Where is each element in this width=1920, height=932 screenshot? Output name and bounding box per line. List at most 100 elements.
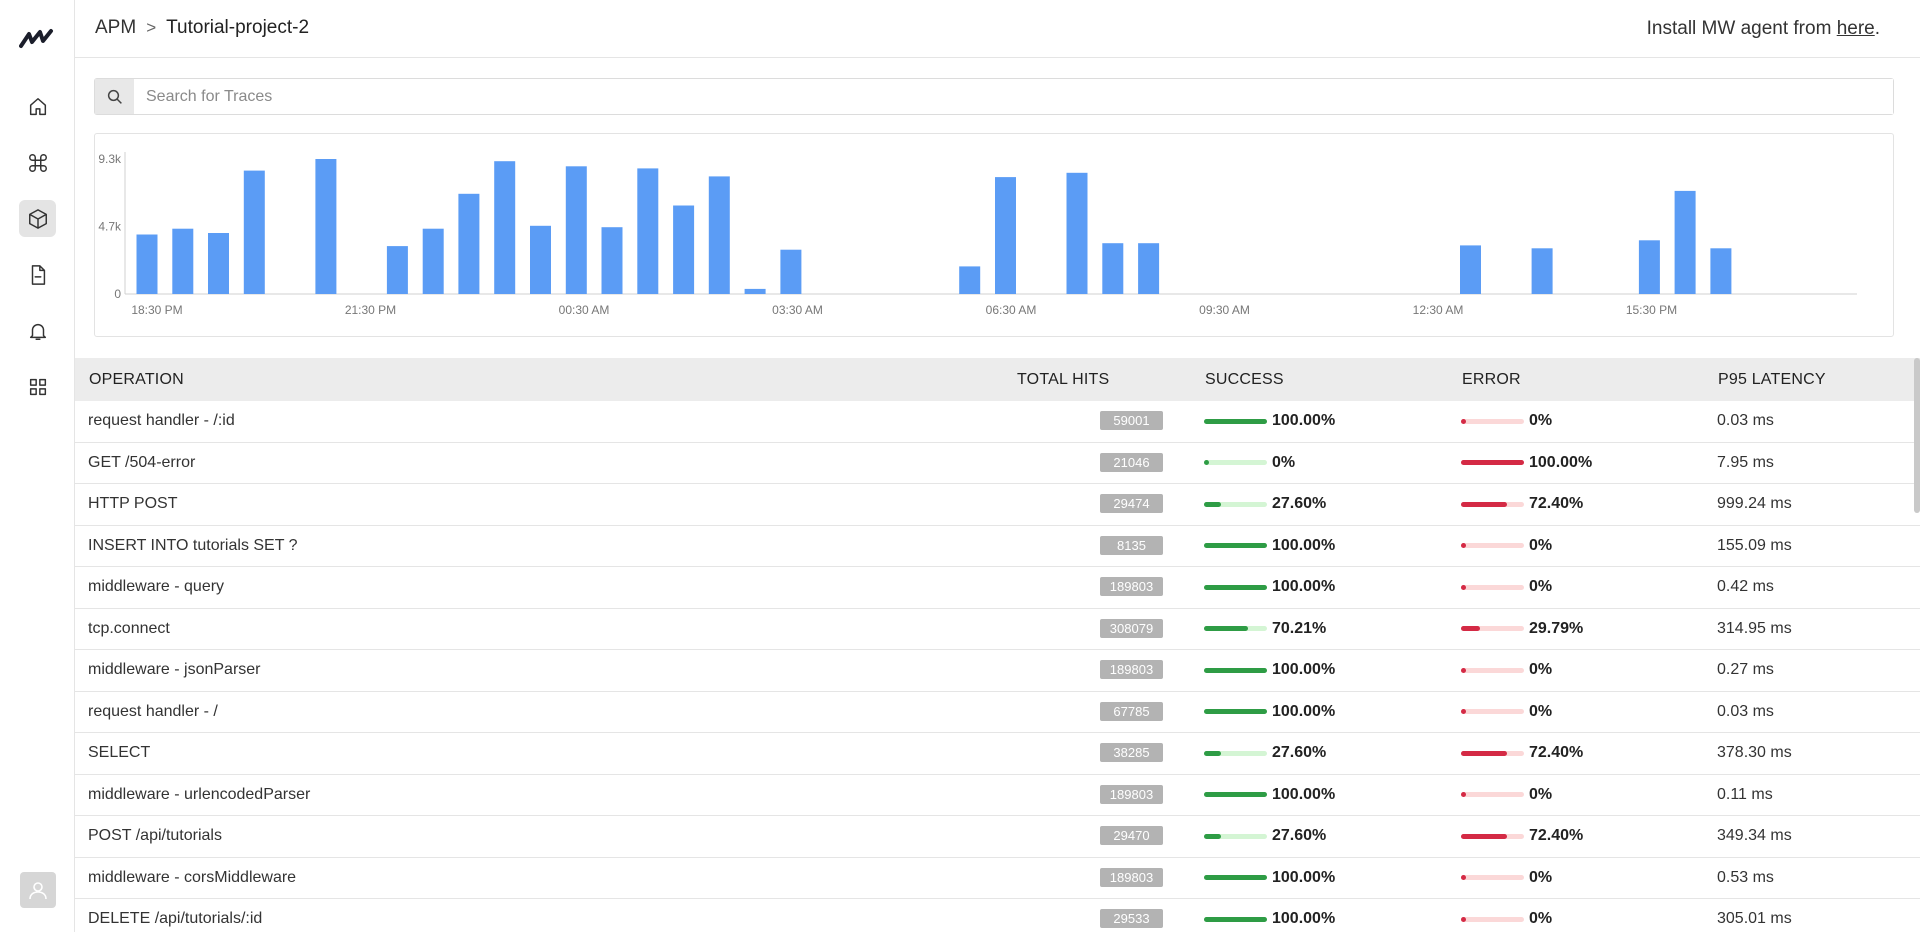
table-row[interactable]: middleware - urlencodedParser 189803 100… bbox=[75, 775, 1920, 816]
table-row[interactable]: request handler - / 67785 100.00% 0% 0.0… bbox=[75, 692, 1920, 733]
chart-bar[interactable] bbox=[315, 159, 337, 294]
middleware-logo[interactable] bbox=[19, 26, 57, 50]
table-row[interactable]: POST /api/tutorials 29470 27.60% 72.40% … bbox=[75, 816, 1920, 858]
operation-name[interactable]: middleware - urlencodedParser bbox=[88, 785, 311, 803]
error-bar-fill bbox=[1461, 833, 1507, 839]
chart-bar[interactable] bbox=[959, 266, 981, 294]
chart-bar[interactable] bbox=[1710, 248, 1732, 294]
success-cell: 27.60% bbox=[1204, 495, 1326, 513]
chart-bar[interactable] bbox=[1460, 245, 1481, 294]
cube-icon bbox=[28, 208, 47, 229]
operation-name[interactable]: DELETE /api/tutorials/:id bbox=[88, 910, 263, 928]
operation-name[interactable]: middleware - query bbox=[88, 578, 225, 596]
operation-name[interactable]: INSERT INTO tutorials SET ? bbox=[88, 536, 298, 554]
table-row[interactable]: DELETE /api/tutorials/:id 29533 100.00% … bbox=[75, 899, 1920, 932]
x-tick-label: 15:30 PM bbox=[1626, 303, 1677, 317]
chart-bar[interactable] bbox=[601, 227, 623, 294]
success-cell: 100.00% bbox=[1204, 537, 1335, 555]
chart-bar[interactable] bbox=[708, 176, 730, 294]
chart-bar[interactable] bbox=[1638, 240, 1660, 294]
operation-name[interactable]: POST /api/tutorials bbox=[88, 827, 222, 845]
chart-bar[interactable] bbox=[172, 228, 194, 294]
success-cell: 100.00% bbox=[1204, 910, 1335, 928]
error-bar-fill bbox=[1461, 460, 1524, 466]
breadcrumb-root[interactable]: APM bbox=[95, 17, 137, 38]
table-row[interactable]: SELECT 38285 27.60% 72.40% 378.30 ms bbox=[75, 733, 1920, 775]
chart-bar[interactable] bbox=[1102, 243, 1124, 294]
chart-bar[interactable] bbox=[386, 246, 408, 294]
traces-chart-svg: 9.3k 4.7k 0 18:30 PM 21:30 PM 00:30 AM 03:30 A… bbox=[98, 152, 1857, 317]
error-cell: 29.79% bbox=[1461, 620, 1583, 638]
nav-apm[interactable] bbox=[19, 200, 56, 237]
chart-bar[interactable] bbox=[673, 205, 695, 295]
error-bar-fill bbox=[1461, 875, 1466, 881]
x-tick-label: 09:30 AM bbox=[1199, 303, 1250, 317]
nav-dashboards[interactable] bbox=[19, 368, 56, 405]
nav-home[interactable] bbox=[19, 88, 56, 125]
x-tick-label: 06:30 AM bbox=[986, 303, 1037, 317]
operation-name[interactable]: middleware - jsonParser bbox=[88, 661, 261, 679]
header-operation[interactable]: OPERATION bbox=[89, 370, 184, 388]
header-error[interactable]: ERROR bbox=[1462, 370, 1521, 388]
table-row[interactable]: middleware - corsMiddleware 189803 100.0… bbox=[75, 858, 1920, 899]
chart-bar[interactable] bbox=[637, 168, 659, 294]
hits-cell: 8135 bbox=[1017, 535, 1163, 555]
install-link[interactable]: here bbox=[1836, 18, 1875, 39]
table-row[interactable]: middleware - query 189803 100.00% 0% 0.4… bbox=[75, 567, 1920, 609]
chart-bar[interactable] bbox=[208, 233, 229, 294]
error-cell: 72.40% bbox=[1461, 827, 1583, 845]
chart-bar[interactable] bbox=[565, 166, 587, 294]
search-input[interactable] bbox=[134, 79, 1893, 114]
error-bar bbox=[1461, 709, 1524, 715]
error-pct: 72.40% bbox=[1529, 827, 1584, 845]
chart-bar[interactable] bbox=[744, 288, 766, 294]
nav-logs[interactable] bbox=[19, 256, 56, 293]
scrollbar[interactable] bbox=[1914, 358, 1920, 513]
operation-name[interactable]: tcp.connect bbox=[88, 619, 170, 637]
chart-bar[interactable] bbox=[136, 234, 158, 295]
chart-bar[interactable] bbox=[530, 225, 551, 294]
p95-latency: 305.01 ms bbox=[1717, 910, 1792, 928]
chart-bar[interactable] bbox=[243, 170, 265, 294]
chart-bar[interactable] bbox=[458, 193, 480, 294]
error-bar-fill bbox=[1461, 418, 1466, 424]
header-success[interactable]: SUCCESS bbox=[1205, 370, 1284, 388]
operation-name[interactable]: SELECT bbox=[88, 744, 151, 762]
table-row[interactable]: HTTP POST 29474 27.60% 72.40% 999.24 ms bbox=[75, 484, 1920, 526]
table-row[interactable]: GET /504-error 21046 0% 100.00% 7.95 ms bbox=[75, 443, 1920, 484]
success-pct: 27.60% bbox=[1272, 495, 1327, 513]
success-bar bbox=[1204, 543, 1267, 549]
hits-badge: 189803 bbox=[1100, 660, 1163, 680]
chart-bar[interactable] bbox=[780, 249, 802, 294]
chart-bar[interactable] bbox=[1531, 248, 1553, 294]
breadcrumb: APM > Tutorial-project-2 bbox=[95, 17, 309, 39]
success-pct: 100.00% bbox=[1272, 868, 1336, 886]
nav-alerts[interactable] bbox=[19, 312, 56, 349]
header-total-hits[interactable]: TOTAL HITS bbox=[1017, 370, 1110, 388]
operation-name[interactable]: HTTP POST bbox=[88, 495, 178, 513]
operation-name[interactable]: request handler - /:id bbox=[88, 412, 235, 430]
p95-latency: 0.42 ms bbox=[1717, 578, 1774, 596]
operation-name[interactable]: middleware - corsMiddleware bbox=[88, 868, 297, 886]
table-row[interactable]: tcp.connect 308079 70.21% 29.79% 314.95 … bbox=[75, 609, 1920, 650]
header-p95-latency[interactable]: P95 LATENCY bbox=[1718, 370, 1826, 388]
chart-bar[interactable] bbox=[1138, 243, 1160, 294]
table-row[interactable]: request handler - /:id 59001 100.00% 0% … bbox=[75, 401, 1920, 443]
chart-bar[interactable] bbox=[1674, 190, 1696, 294]
avatar[interactable] bbox=[20, 872, 56, 908]
operation-name[interactable]: request handler - / bbox=[88, 702, 218, 720]
chart-bar[interactable] bbox=[494, 161, 516, 294]
sidebar bbox=[0, 0, 75, 932]
success-bar bbox=[1204, 833, 1267, 839]
chart-bar[interactable] bbox=[422, 228, 444, 294]
hits-cell: 189803 bbox=[1017, 660, 1163, 680]
search-button[interactable] bbox=[95, 79, 134, 114]
hits-cell: 29474 bbox=[1017, 494, 1163, 514]
table-row[interactable]: middleware - jsonParser 189803 100.00% 0… bbox=[75, 650, 1920, 692]
chart-bar[interactable] bbox=[995, 177, 1016, 294]
hits-badge: 189803 bbox=[1100, 784, 1163, 804]
table-row[interactable]: INSERT INTO tutorials SET ? 8135 100.00%… bbox=[75, 526, 1920, 567]
chart-bar[interactable] bbox=[1066, 172, 1088, 294]
nav-command[interactable] bbox=[19, 144, 56, 181]
operation-name[interactable]: GET /504-error bbox=[88, 453, 196, 471]
